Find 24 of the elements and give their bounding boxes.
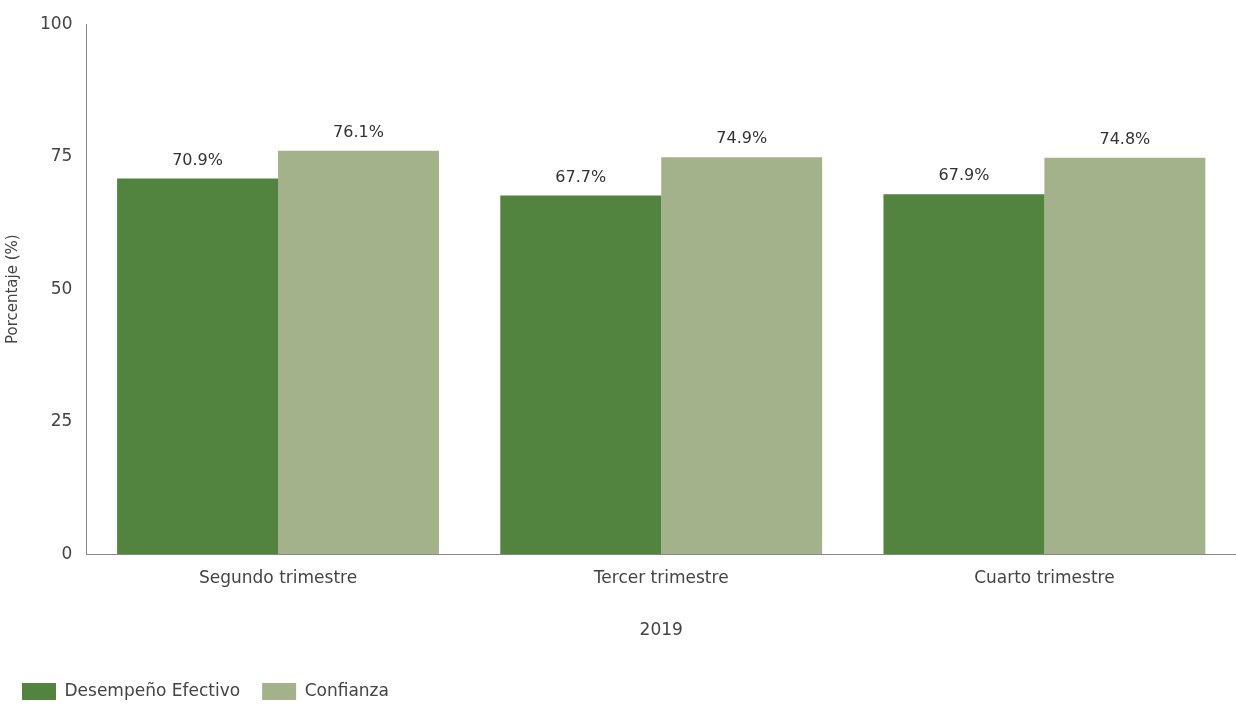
x-axis-title: 2019: [639, 619, 683, 640]
y-tick-label: 100: [39, 12, 73, 33]
bar: [500, 195, 662, 555]
y-tick-label: 0: [61, 542, 73, 563]
bar: [661, 157, 823, 555]
y-tick-label: 50: [50, 277, 73, 298]
data-label: 76.1%: [333, 122, 384, 142]
legend-label: Confianza: [304, 679, 389, 700]
x-tick-label: Segundo trimestre: [198, 566, 358, 587]
data-label: 70.9%: [172, 149, 223, 169]
data-label: 74.9%: [716, 128, 768, 148]
y-tick-label: 25: [50, 410, 73, 431]
y-axis-title: Porcentaje (%): [2, 234, 21, 345]
x-tick-label: Cuarto trimestre: [974, 566, 1115, 587]
bar: [278, 150, 439, 555]
x-tick-label: Tercer trimestre: [592, 566, 729, 587]
bar: [1044, 157, 1206, 555]
y-tick-label: 75: [50, 145, 73, 166]
bar: [117, 178, 279, 555]
data-label: 67.7%: [555, 166, 607, 186]
bar: [883, 194, 1045, 555]
data-label: 74.8%: [1099, 128, 1151, 148]
data-label: 67.9%: [938, 165, 990, 185]
legend-label: Desempeño Efectivo: [64, 679, 241, 700]
